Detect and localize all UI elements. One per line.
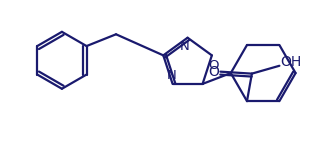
Text: O: O: [209, 59, 219, 72]
Text: N: N: [180, 40, 189, 53]
Text: O: O: [208, 65, 219, 79]
Text: OH: OH: [280, 55, 302, 69]
Text: N: N: [167, 69, 177, 82]
